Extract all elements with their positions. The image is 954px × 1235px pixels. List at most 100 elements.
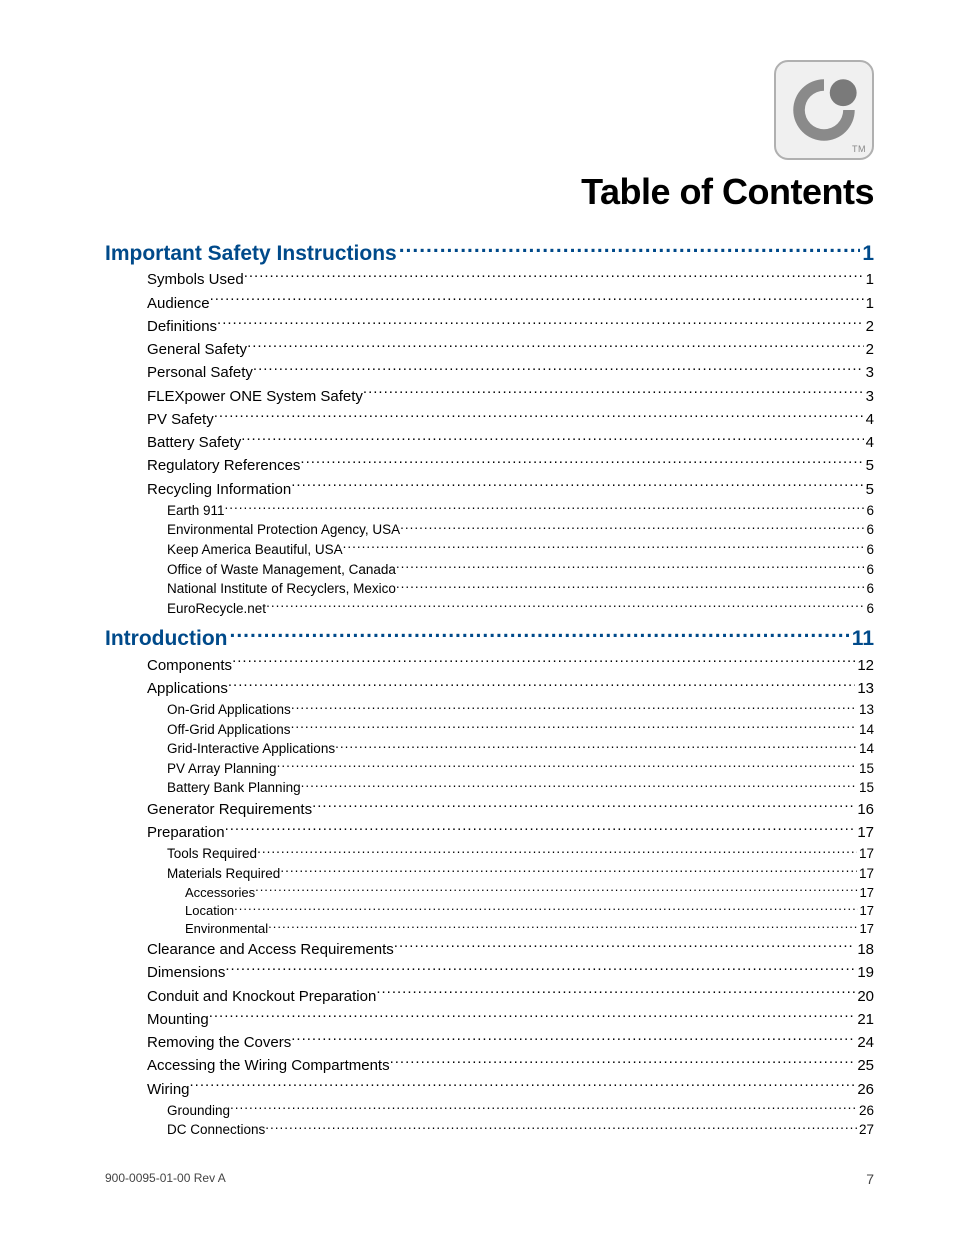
toc-entry[interactable]: Office of Waste Management, Canada6: [105, 560, 874, 580]
toc-entry[interactable]: General Safety2: [105, 338, 874, 361]
toc-entry[interactable]: EuroRecycle.net6: [105, 599, 874, 619]
toc-leader-dots: [225, 501, 865, 515]
toc-entry[interactable]: On-Grid Applications13: [105, 700, 874, 720]
toc-entry-page: 27: [857, 1120, 874, 1140]
toc-leader-dots: [396, 560, 865, 574]
table-of-contents: Important Safety Instructions 1Symbols U…: [105, 239, 874, 1140]
toc-leader-dots: [214, 409, 864, 424]
toc-entry[interactable]: Applications13: [105, 677, 874, 700]
toc-leader-dots: [291, 720, 857, 734]
toc-leader-dots: [301, 779, 857, 793]
toc-entry[interactable]: Regulatory References5: [105, 454, 874, 477]
toc-entry[interactable]: Location 17: [105, 902, 874, 920]
toc-entry[interactable]: FLEXpower ONE System Safety3: [105, 385, 874, 408]
toc-entry[interactable]: Components12: [105, 654, 874, 677]
toc-entry-page: 18: [855, 938, 874, 961]
toc-entry-label: Personal Safety: [147, 361, 253, 384]
toc-entry[interactable]: Personal Safety3: [105, 361, 874, 384]
toc-entry-label: Environmental Protection Agency, USA: [167, 520, 400, 540]
toc-entry-page: 11: [850, 624, 874, 653]
toc-entry[interactable]: Grounding26: [105, 1101, 874, 1121]
toc-entry-label: Tools Required: [167, 844, 257, 864]
toc-entry[interactable]: Definitions2: [105, 315, 874, 338]
toc-leader-dots: [280, 865, 857, 879]
toc-entry-page: 2: [864, 315, 874, 338]
page-footer: 900-0095-01-00 Rev A 7: [105, 1171, 874, 1187]
toc-leader-dots: [376, 986, 855, 1001]
toc-leader-dots: [190, 1079, 856, 1094]
toc-entry[interactable]: PV Array Planning15: [105, 759, 874, 779]
toc-leader-dots: [390, 1055, 856, 1070]
toc-leader-dots: [241, 432, 863, 447]
toc-leader-dots: [225, 962, 855, 977]
toc-entry[interactable]: Environmental17: [105, 920, 874, 938]
toc-leader-dots: [363, 386, 864, 401]
toc-leader-dots: [228, 678, 855, 693]
toc-entry-label: Audience: [147, 292, 210, 315]
toc-entry[interactable]: Battery Bank Planning15: [105, 778, 874, 798]
logo-container: TM: [105, 60, 874, 163]
toc-entry[interactable]: DC Connections27: [105, 1120, 874, 1140]
toc-entry[interactable]: Recycling Information5: [105, 478, 874, 501]
toc-entry-label: FLEXpower ONE System Safety: [147, 385, 363, 408]
toc-entry[interactable]: Removing the Covers 24: [105, 1031, 874, 1054]
toc-entry-page: 14: [857, 720, 874, 740]
toc-entry[interactable]: Mounting 21: [105, 1008, 874, 1031]
toc-entry[interactable]: Clearance and Access Requirements 18: [105, 938, 874, 961]
toc-entry[interactable]: Important Safety Instructions 1: [105, 239, 874, 268]
toc-entry-label: Important Safety Instructions: [105, 239, 399, 268]
toc-leader-dots: [291, 1032, 855, 1047]
toc-entry[interactable]: Earth 9116: [105, 501, 874, 521]
toc-entry-page: 15: [857, 759, 874, 779]
toc-leader-dots: [343, 541, 865, 555]
toc-entry[interactable]: Wiring 26: [105, 1078, 874, 1101]
toc-entry[interactable]: PV Safety4: [105, 408, 874, 431]
toc-entry-label: Conduit and Knockout Preparation: [147, 985, 376, 1008]
toc-entry[interactable]: Tools Required 17: [105, 844, 874, 864]
toc-entry-page: 17: [857, 844, 874, 864]
toc-entry[interactable]: Accessories17: [105, 884, 874, 902]
toc-entry[interactable]: Accessing the Wiring Compartments 25: [105, 1054, 874, 1077]
toc-entry[interactable]: National Institute of Recyclers, Mexico6: [105, 579, 874, 599]
toc-entry-label: Mounting: [147, 1008, 209, 1031]
toc-entry-label: National Institute of Recyclers, Mexico: [167, 579, 396, 599]
toc-entry-label: Symbols Used: [147, 268, 244, 291]
toc-entry-label: On-Grid Applications: [167, 700, 291, 720]
toc-entry-page: 1: [864, 292, 874, 315]
toc-entry-label: Accessing the Wiring Compartments: [147, 1054, 390, 1077]
toc-leader-dots: [210, 293, 864, 308]
toc-entry-label: Materials Required: [167, 864, 280, 884]
toc-entry[interactable]: Materials Required17: [105, 864, 874, 884]
toc-entry[interactable]: Audience 1: [105, 292, 874, 315]
toc-entry[interactable]: Conduit and Knockout Preparation 20: [105, 985, 874, 1008]
toc-entry-page: 17: [858, 902, 874, 920]
toc-entry[interactable]: Environmental Protection Agency, USA6: [105, 520, 874, 540]
toc-entry[interactable]: Dimensions 19: [105, 961, 874, 984]
toc-entry[interactable]: Generator Requirements16: [105, 798, 874, 821]
toc-entry[interactable]: Keep America Beautiful, USA6: [105, 540, 874, 560]
toc-leader-dots: [244, 269, 864, 284]
toc-entry-page: 16: [855, 798, 874, 821]
toc-entry-page: 17: [855, 821, 874, 844]
toc-entry[interactable]: Introduction11: [105, 624, 874, 653]
toc-entry-label: Keep America Beautiful, USA: [167, 540, 343, 560]
toc-leader-dots: [335, 740, 857, 754]
toc-entry-page: 26: [855, 1078, 874, 1101]
footer-page-number: 7: [866, 1171, 874, 1187]
toc-entry[interactable]: Off-Grid Applications14: [105, 720, 874, 740]
toc-entry-label: Dimensions: [147, 961, 225, 984]
toc-entry-label: Removing the Covers: [147, 1031, 291, 1054]
toc-entry-page: 17: [858, 920, 874, 938]
toc-entry[interactable]: Grid-Interactive Applications14: [105, 739, 874, 759]
toc-entry-page: 4: [864, 408, 874, 431]
toc-entry-page: 6: [864, 501, 874, 521]
toc-entry-page: 13: [855, 677, 874, 700]
toc-entry-page: 24: [855, 1031, 874, 1054]
toc-entry[interactable]: Preparation17: [105, 821, 874, 844]
toc-entry-label: Components: [147, 654, 232, 677]
toc-entry-label: Location: [185, 902, 234, 920]
toc-entry[interactable]: Symbols Used1: [105, 268, 874, 291]
toc-entry[interactable]: Battery Safety4: [105, 431, 874, 454]
toc-entry-page: 20: [855, 985, 874, 1008]
trademark-label: TM: [852, 144, 866, 154]
